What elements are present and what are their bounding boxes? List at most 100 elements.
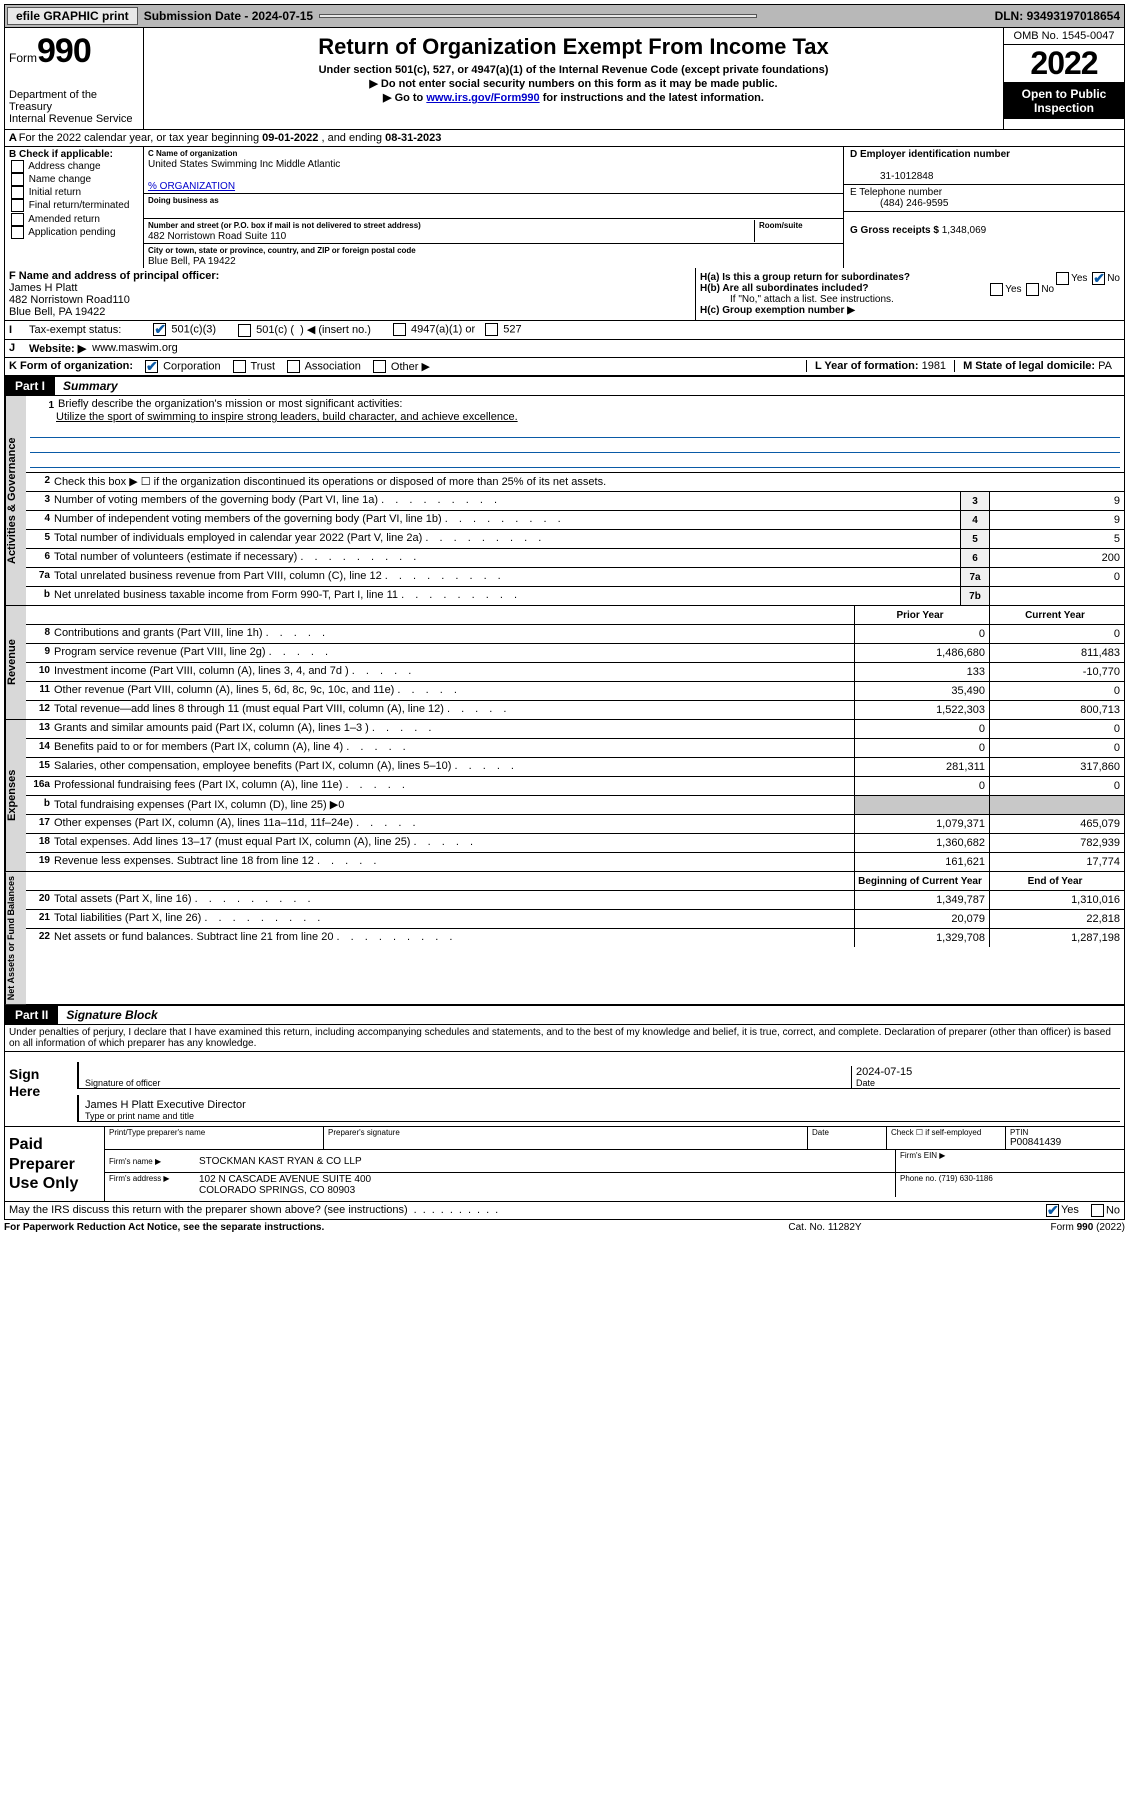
gov-line-4: 4 Number of independent voting members o… [26,511,1124,530]
chk-name-change[interactable]: Name change [9,173,139,186]
row-i-tax-status: I Tax-exempt status: 501(c)(3) 501(c) ( … [4,321,1125,340]
officer-signature-field[interactable]: Signature of officer [85,1078,851,1088]
firm-name: STOCKMAN KAST RYAN & CO LLP [199,1156,362,1167]
chk-501c3[interactable] [153,323,166,336]
website-label: Website: ▶ [29,342,86,355]
org-address: 482 Norristown Road Suite 110 [148,231,286,242]
officer-city: Blue Bell, PA 19422 [9,306,105,318]
gross-receipts-value: 1,348,069 [942,225,987,236]
chk-initial-return[interactable]: Initial return [9,186,139,199]
header-mid: Return of Organization Exempt From Incom… [144,28,1004,129]
omb-number: OMB No. 1545-0047 [1004,28,1124,45]
hc-group-exemption: H(c) Group exemption number ▶ [700,305,1120,316]
part1-header: Part I Summary [4,376,1125,396]
submission-bar [319,14,757,18]
phone-label: E Telephone number [850,187,942,198]
header-right: OMB No. 1545-0047 2022 Open to Public In… [1004,28,1124,129]
ein-label: D Employer identification number [850,149,1010,160]
chk-assoc[interactable] [287,360,300,373]
section-governance: Activities & Governance 1Briefly describ… [4,396,1125,606]
footer-right: Form 990 (2022) [925,1222,1125,1233]
exp-line-14: 14 Benefits paid to or for members (Part… [26,739,1124,758]
exp-line-18: 18 Total expenses. Add lines 13–17 (must… [26,834,1124,853]
part2-tag: Part II [5,1008,58,1022]
gov-line-6: 6 Total number of volunteers (estimate i… [26,549,1124,568]
year-formation-label: L Year of formation: [815,360,922,372]
chk-501c[interactable] [238,324,251,337]
form-org-label: K Form of organization: [9,360,133,372]
website-value: www.maswim.org [92,342,178,354]
top-bar: efile GRAPHIC print Submission Date - 20… [4,4,1125,28]
part1-title: Summary [55,377,1124,395]
rev-line-10: 10 Investment income (Part VIII, column … [26,663,1124,682]
submission-date-label: Submission Date - 2024-07-15 [140,9,317,23]
self-employed-label: Check ☐ if self-employed [891,1128,1001,1137]
preparer-sig-label: Preparer's signature [328,1128,803,1137]
addr-label: Number and street (or P.O. box if mail i… [148,221,421,230]
chk-final-return[interactable]: Final return/terminated [9,199,139,212]
officer-name-title: James H Platt Executive Director [85,1099,1116,1111]
ptin-value: P00841439 [1010,1137,1120,1148]
officer-label: F Name and address of principal officer: [9,270,219,282]
efile-print-button[interactable]: efile GRAPHIC print [7,7,138,25]
row-j-website: J Website: ▶ www.maswim.org [4,340,1125,358]
city-label: City or town, state or province, country… [148,246,416,255]
gov-line-7a: 7a Total unrelated business revenue from… [26,568,1124,587]
irs-link[interactable]: www.irs.gov/Form990 [426,92,539,104]
perjury-declaration: Under penalties of perjury, I declare th… [5,1025,1124,1052]
row-k-form-org: K Form of organization: Corporation Trus… [4,358,1125,377]
header-sub1: Under section 501(c), 527, or 4947(a)(1)… [152,64,995,76]
vtab-revenue: Revenue [5,606,26,719]
chk-corp[interactable] [145,360,158,373]
chk-address-change[interactable]: Address change [9,160,139,173]
irs-discuss-row: May the IRS discuss this return with the… [4,1202,1125,1220]
col-b-header: B Check if applicable: [9,149,139,160]
col-end-year: End of Year [989,872,1124,890]
part1-tag: Part I [5,379,55,393]
org-name: United States Swimming Inc Middle Atlant… [148,159,340,170]
signature-block: Under penalties of perjury, I declare th… [4,1025,1125,1202]
part2-header: Part II Signature Block [4,1005,1125,1025]
dept-treasury: Department of the Treasury [9,89,139,113]
exp-line-13: 13 Grants and similar amounts paid (Part… [26,720,1124,739]
pct-org-link[interactable]: % ORGANIZATION [148,181,235,192]
chk-application-pending[interactable]: Application pending [9,226,139,239]
gov-line-5: 5 Total number of individuals employed i… [26,530,1124,549]
discuss-yes[interactable] [1046,1204,1059,1217]
domicile: PA [1098,360,1112,372]
chk-527[interactable] [485,323,498,336]
col-de: D Employer identification number 31-1012… [843,147,1124,268]
preparer-name-label: Print/Type preparer's name [109,1128,319,1137]
row-a-tax-year: AA For the 2022 calendar year, or tax ye… [4,130,1125,147]
col-prior-year: Prior Year [854,606,989,624]
form-header: Form 990 Department of the Treasury Inte… [4,28,1125,130]
line2-discontinued: Check this box ▶ ☐ if the organization d… [54,473,1124,491]
rev-line-12: 12 Total revenue—add lines 8 through 11 … [26,701,1124,719]
rev-line-8: 8 Contributions and grants (Part VIII, l… [26,625,1124,644]
exp-line-19: 19 Revenue less expenses. Subtract line … [26,853,1124,871]
exp-line-15: 15 Salaries, other compensation, employe… [26,758,1124,777]
firm-phone: (719) 630-1186 [939,1174,993,1183]
chk-other[interactable] [373,360,386,373]
footer: For Paperwork Reduction Act Notice, see … [4,1220,1125,1235]
vtab-governance: Activities & Governance [5,396,26,605]
mission-question: Briefly describe the organization's miss… [58,398,402,411]
footer-left: For Paperwork Reduction Act Notice, see … [4,1222,725,1233]
hb-note: If "No," attach a list. See instructions… [700,294,1120,305]
vtab-net: Net Assets or Fund Balances [5,872,26,1004]
exp-line-17: 17 Other expenses (Part IX, column (A), … [26,815,1124,834]
net-line-21: 21 Total liabilities (Part X, line 26) .… [26,910,1124,929]
form-title: Return of Organization Exempt From Incom… [152,34,995,60]
discuss-no[interactable] [1091,1204,1104,1217]
firm-address: 102 N CASCADE AVENUE SUITE 400COLORADO S… [199,1174,371,1196]
chk-amended[interactable]: Amended return [9,213,139,226]
firm-name-label: Firm's name ▶ [109,1157,199,1166]
chk-4947[interactable] [393,323,406,336]
chk-trust[interactable] [233,360,246,373]
form-number: Form 990 [9,32,139,71]
net-line-20: 20 Total assets (Part X, line 16) . . . … [26,891,1124,910]
dba-label: Doing business as [148,196,219,205]
firm-addr-label: Firm's address ▶ [109,1174,199,1183]
discuss-question: May the IRS discuss this return with the… [9,1204,408,1216]
rev-line-9: 9 Program service revenue (Part VIII, li… [26,644,1124,663]
